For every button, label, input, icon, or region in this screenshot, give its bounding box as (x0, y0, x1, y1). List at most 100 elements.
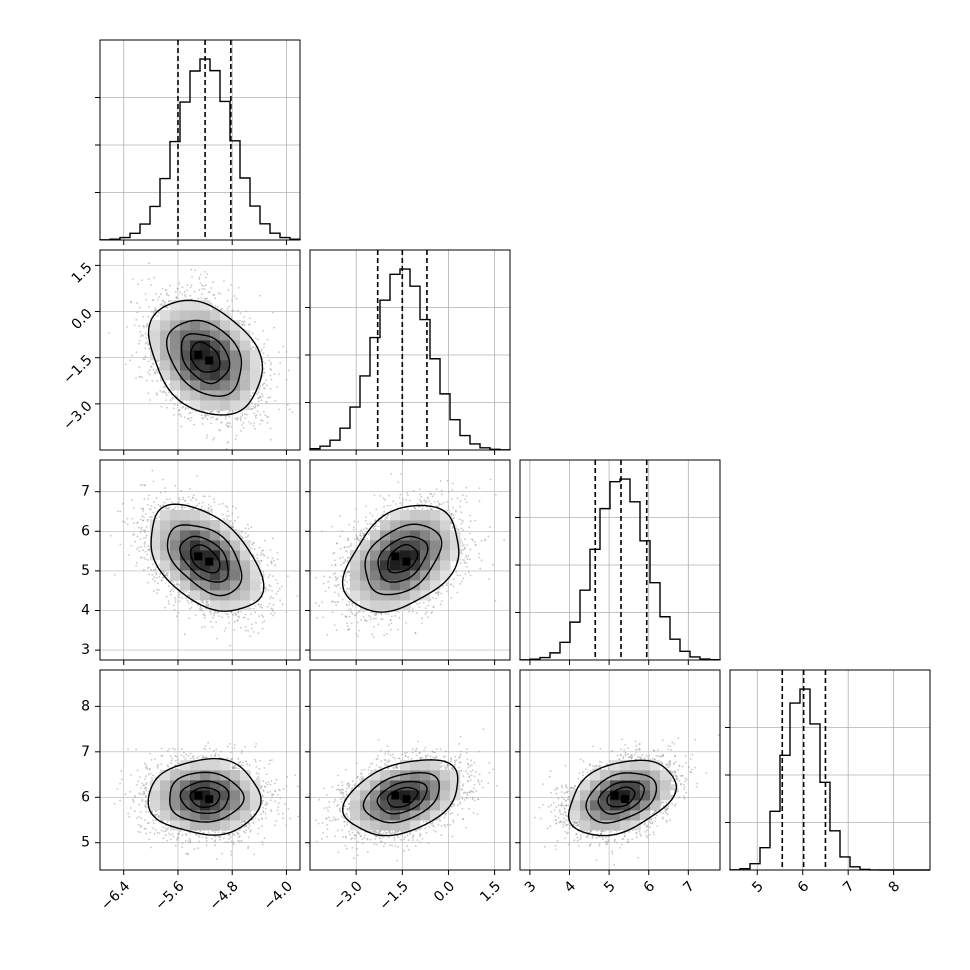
scatter-point (667, 763, 670, 766)
scatter-point (145, 789, 148, 792)
scatter-point (157, 503, 160, 506)
scatter-point (411, 610, 414, 613)
scatter-point (611, 852, 614, 855)
scatter-point (452, 821, 455, 824)
scatter-point (261, 817, 263, 820)
scatter-point (214, 831, 217, 834)
density-cell (370, 800, 381, 811)
scatter-point (360, 769, 363, 771)
scatter-point (205, 284, 207, 286)
scatter-point (260, 813, 262, 816)
scatter-point (271, 589, 273, 592)
scatter-point (403, 838, 406, 841)
scatter-point (143, 537, 145, 539)
scatter-point (409, 499, 411, 502)
scatter-point (460, 580, 463, 583)
scatter-point (144, 550, 147, 553)
scatter-point (230, 526, 233, 529)
density-cell (160, 550, 171, 561)
scatter-point (369, 763, 372, 765)
scatter-point (465, 486, 468, 489)
scatter-point (156, 766, 159, 769)
scatter-point (333, 800, 335, 803)
scatter-point (238, 840, 241, 843)
scatter-point (124, 363, 127, 366)
density-cell (390, 580, 401, 591)
density-cell (400, 530, 411, 541)
scatter-point (148, 573, 151, 576)
scatter-point (562, 826, 565, 828)
scatter-point (116, 788, 119, 790)
scatter-point (412, 834, 415, 836)
scatter-point (341, 801, 343, 803)
scatter-point (681, 775, 684, 777)
scatter-point (211, 837, 213, 840)
scatter-point (196, 504, 199, 507)
scatter-point (154, 370, 157, 373)
scatter-point (199, 606, 202, 609)
scatter-point (266, 564, 269, 567)
scatter-point (277, 590, 280, 592)
scatter-point (648, 754, 651, 757)
scatter-point (276, 551, 279, 554)
density-cell (360, 540, 371, 551)
scatter-point (144, 355, 147, 358)
scatter-point (126, 523, 129, 526)
scatter-point (178, 762, 181, 765)
scatter-point (190, 601, 193, 604)
scatter-point (694, 766, 697, 769)
scatter-point (139, 531, 142, 534)
scatter-point (404, 752, 406, 755)
scatter-point (264, 807, 267, 810)
scatter-point (203, 414, 206, 417)
scatter-point (247, 847, 249, 849)
scatter-point (267, 396, 270, 399)
scatter-point (375, 843, 378, 846)
scatter-point (444, 825, 447, 828)
density-cell (370, 810, 381, 821)
scatter-point (277, 806, 280, 809)
scatter-point (266, 803, 268, 805)
scatter-point (349, 833, 351, 836)
scatter-point (296, 785, 299, 788)
scatter-point (145, 526, 148, 528)
density-cell (220, 540, 231, 551)
scatter-point (460, 539, 462, 542)
density-cell (370, 580, 381, 591)
scatter-point (178, 592, 181, 594)
scatter-point (359, 532, 362, 535)
scatter-point (580, 836, 582, 839)
scatter-point (678, 765, 680, 767)
density-cell (250, 580, 261, 591)
scatter-point (151, 574, 154, 576)
scatter-point (217, 831, 220, 833)
density-cell (440, 510, 451, 521)
scatter-point (347, 628, 349, 631)
scatter-point (262, 383, 264, 385)
scatter-point (279, 789, 281, 792)
density-cell (390, 530, 401, 541)
scatter-point (333, 816, 335, 819)
scatter-point (277, 813, 280, 815)
scatter-point (560, 791, 563, 793)
scatter-point (229, 758, 232, 760)
scatter-point (449, 823, 451, 826)
scatter-point (482, 728, 485, 730)
density-cell (210, 400, 221, 411)
scatter-point (432, 606, 435, 609)
density-cell (390, 520, 401, 531)
scatter-point (181, 846, 183, 849)
contour-3-1-2 (376, 780, 428, 815)
scatter-point (348, 808, 351, 811)
scatter-point (599, 760, 601, 763)
density-cell (240, 400, 251, 411)
scatter-point (143, 498, 146, 500)
scatter-point (414, 845, 417, 847)
scatter-point (459, 562, 462, 565)
scatter-point (145, 324, 148, 327)
scatter-point (412, 490, 415, 492)
scatter-point (202, 613, 205, 616)
scatter-point (352, 528, 355, 531)
panel-frame-1-0 (99, 249, 301, 451)
scatter-point (473, 783, 476, 786)
